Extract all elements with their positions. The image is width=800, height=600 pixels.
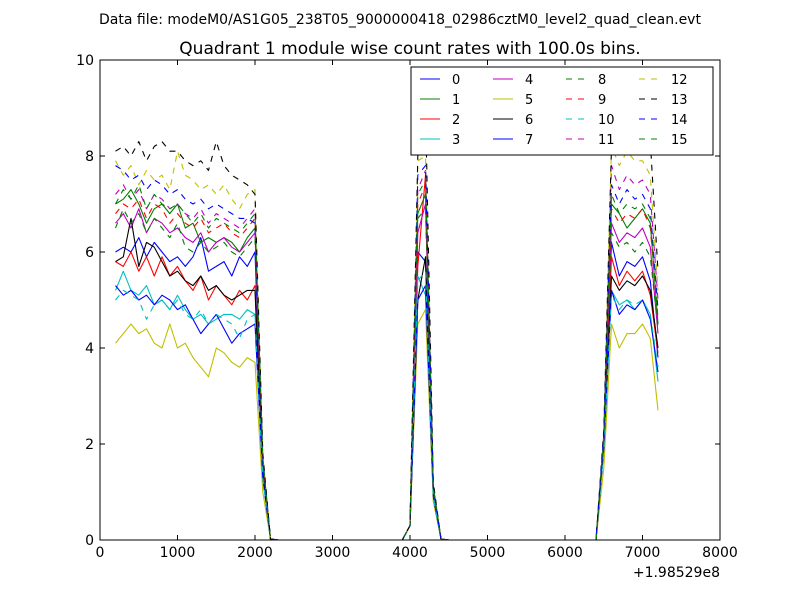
legend-label-6: 6 bbox=[525, 113, 533, 128]
series-layer bbox=[114, 107, 659, 540]
series-line-7 bbox=[115, 285, 659, 540]
x-axis: 0 1000 2000 3000 4000 5000 6000 7000 8000 bbox=[96, 60, 738, 561]
legend-label-9: 9 bbox=[598, 93, 606, 108]
legend-label-5: 5 bbox=[525, 93, 533, 108]
legend-label-13: 13 bbox=[671, 93, 688, 108]
y-tick-label: 0 bbox=[85, 533, 94, 549]
legend-label-1: 1 bbox=[452, 93, 460, 108]
legend-label-0: 0 bbox=[452, 73, 460, 88]
y-tick-label: 8 bbox=[85, 149, 94, 165]
x-tick-label: 0 bbox=[96, 545, 105, 561]
x-tick-label: 4000 bbox=[392, 545, 428, 561]
series-line-12 bbox=[115, 145, 659, 540]
legend-label-11: 11 bbox=[598, 133, 615, 148]
series-line-2 bbox=[115, 174, 659, 540]
x-tick-label: 1000 bbox=[160, 545, 196, 561]
y-tick-label: 2 bbox=[85, 437, 94, 453]
y-tick-label: 4 bbox=[85, 341, 94, 357]
series-line-0 bbox=[115, 237, 659, 540]
x-tick-label: 2000 bbox=[237, 545, 273, 561]
legend-label-10: 10 bbox=[598, 113, 615, 128]
legend-label-3: 3 bbox=[452, 133, 460, 148]
x-tick-label: 8000 bbox=[702, 545, 738, 561]
y-tick-label: 6 bbox=[85, 245, 94, 261]
x-offset-label: +1.98529e8 bbox=[633, 565, 720, 581]
series-line-6 bbox=[115, 217, 659, 540]
x-tick-label: 5000 bbox=[470, 545, 506, 561]
x-tick-label: 3000 bbox=[315, 545, 351, 561]
legend-label-14: 14 bbox=[671, 113, 688, 128]
x-tick-label: 6000 bbox=[547, 545, 583, 561]
plot-area: 0 1000 2000 3000 4000 5000 6000 7000 8000 0 2 4 6 8 1… bbox=[76, 53, 738, 581]
legend-label-2: 2 bbox=[452, 113, 460, 128]
x-tick-label: 7000 bbox=[625, 545, 661, 561]
y-tick-label: 10 bbox=[76, 53, 94, 69]
legend-label-4: 4 bbox=[525, 73, 533, 88]
legend-label-7: 7 bbox=[525, 133, 533, 148]
chart-title: Quadrant 1 module wise count rates with … bbox=[179, 39, 640, 59]
legend-label-12: 12 bbox=[671, 73, 688, 88]
series-line-4 bbox=[115, 203, 659, 540]
series-line-1 bbox=[115, 189, 659, 540]
legend-frame bbox=[410, 66, 714, 156]
suptitle: Data file: modeM0/AS1G05_238T05_90000004… bbox=[99, 12, 701, 28]
series-line-5 bbox=[115, 309, 659, 540]
series-line-3 bbox=[114, 270, 659, 540]
legend-label-8: 8 bbox=[598, 73, 606, 88]
legend-label-15: 15 bbox=[671, 133, 688, 148]
series-line-8 bbox=[114, 208, 659, 540]
